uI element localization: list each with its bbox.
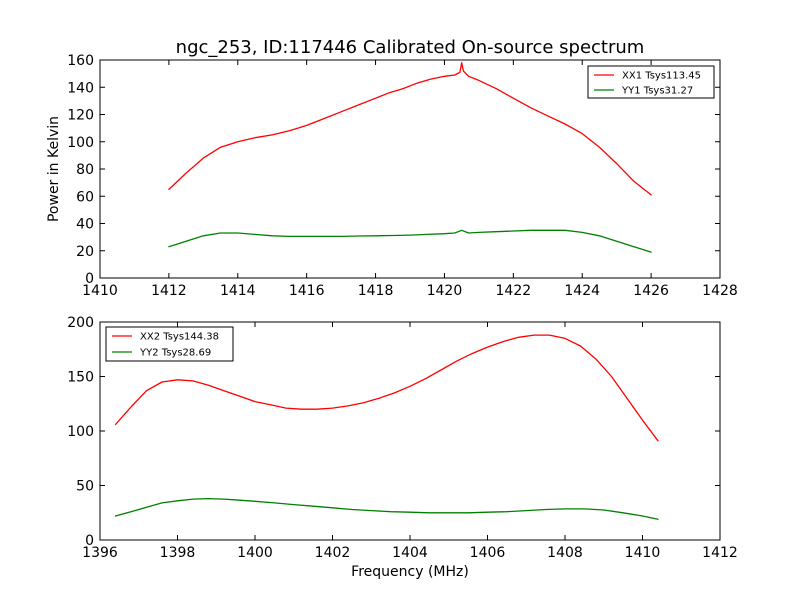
top-series-layer [168,62,652,253]
bottom-series-layer [114,334,659,520]
top-x-tick-label: 1410 [82,283,118,299]
bottom-x-ticks: 1396 1398 1400 1402 1404 1406 1408 1410 1412 [82,322,738,561]
top-y-ticks: 0 20 40 60 80 100 120 140 160 [67,53,720,287]
bottom-x-tick-label: 1398 [160,545,196,561]
legend-label-xx2: XX2 Tsys144.38 [140,332,219,343]
top-x-ticks: 1410 1412 1414 1416 1418 1420 1422 1424 1426 1428 [82,60,738,299]
top-x-tick-label: 1418 [358,283,394,299]
bottom-x-tick-label: 1406 [470,545,506,561]
bottom-x-tick-label: 1402 [315,545,351,561]
bottom-y-tick-label: 100 [67,424,94,440]
top-x-tick-label: 1414 [220,283,256,299]
bottom-y-tick-label: 0 [85,533,94,549]
bottom-spectrum-panel: 1396 1398 1400 1402 1404 1406 1408 1410 1412 0 50… [67,315,738,580]
top-y-tick-label: 100 [67,135,94,151]
bottom-x-tick-label: 1396 [82,545,118,561]
bottom-x-tick-label: 1408 [547,545,583,561]
top-series-line-yy [168,229,652,253]
top-legend: XX1 Tsys113.45 YY1 Tsys31.27 [587,65,715,99]
top-x-tick-label: 1422 [496,283,532,299]
bottom-x-tick-label: 1404 [392,545,428,561]
top-x-tick-label: 1412 [151,283,187,299]
top-spectrum-panel: 1410 1412 1414 1416 1418 1420 1422 1424 1426 1428… [46,53,738,299]
legend-label-yy1: YY1 Tsys31.27 [621,86,693,97]
chart-title: ngc_253, ID:117446 Calibrated On-source … [176,37,645,58]
top-x-tick-label: 1428 [702,283,738,299]
top-y-tick-label: 20 [76,244,94,260]
top-series-line-xx [168,62,652,196]
bottom-legend: XX2 Tsys144.38 YY2 Tsys28.69 [105,326,234,362]
top-y-axis-label: Power in Kelvin [46,116,62,222]
top-y-tick-label: 40 [76,217,94,233]
bottom-y-tick-label: 50 [76,479,94,495]
bottom-series-line-yy [114,497,659,520]
top-x-tick-label: 1424 [564,283,600,299]
top-y-tick-label: 120 [67,108,94,124]
top-x-tick-label: 1416 [289,283,325,299]
bottom-series-line-xx [114,334,659,442]
legend-label-xx1: XX1 Tsys113.45 [622,71,701,82]
top-y-tick-label: 60 [76,189,94,205]
top-y-tick-label: 80 [76,162,94,178]
top-y-tick-label: 140 [67,80,94,96]
top-x-tick-label: 1420 [427,283,463,299]
top-y-tick-label: 0 [85,271,94,287]
bottom-y-tick-label: 150 [67,370,94,386]
top-x-tick-label: 1426 [633,283,669,299]
top-y-tick-label: 160 [67,53,94,69]
bottom-x-tick-label: 1400 [237,545,273,561]
bottom-legend-box [105,326,234,362]
bottom-y-tick-label: 200 [67,315,94,331]
bottom-x-tick-label: 1412 [702,545,738,561]
bottom-x-axis-label: Frequency (MHz) [351,564,469,580]
top-legend-box [587,65,715,99]
legend-label-yy2: YY2 Tsys28.69 [139,348,211,359]
bottom-x-tick-label: 1410 [625,545,661,561]
bottom-y-ticks: 0 50 100 150 200 [67,315,720,549]
